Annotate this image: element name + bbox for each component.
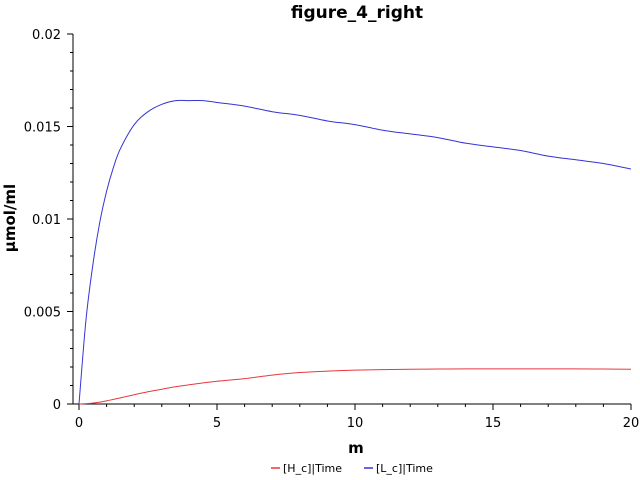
x-tick-label: 20	[623, 416, 640, 431]
x-tick-label: 15	[485, 416, 502, 431]
legend-label: [H_c]|Time	[283, 462, 342, 475]
x-tick-label: 10	[347, 416, 364, 431]
y-tick-label: 0.02	[32, 28, 61, 43]
y-tick-label: 0.01	[32, 213, 61, 228]
series-line-h-c	[78, 368, 632, 405]
y-tick-label: 0.015	[24, 121, 61, 136]
chart-title: figure_4_right	[291, 3, 423, 23]
series-line-l-c	[78, 99, 632, 405]
y-tick-label: 0	[53, 398, 61, 413]
legend-label: [L_c]|Time	[376, 462, 433, 475]
x-axis-label: m	[348, 439, 364, 457]
y-axis-label: µmol/ml	[1, 184, 19, 252]
x-tick-label: 0	[75, 416, 83, 431]
x-tick-label: 5	[213, 416, 221, 431]
y-tick-label: 0.005	[24, 306, 61, 321]
